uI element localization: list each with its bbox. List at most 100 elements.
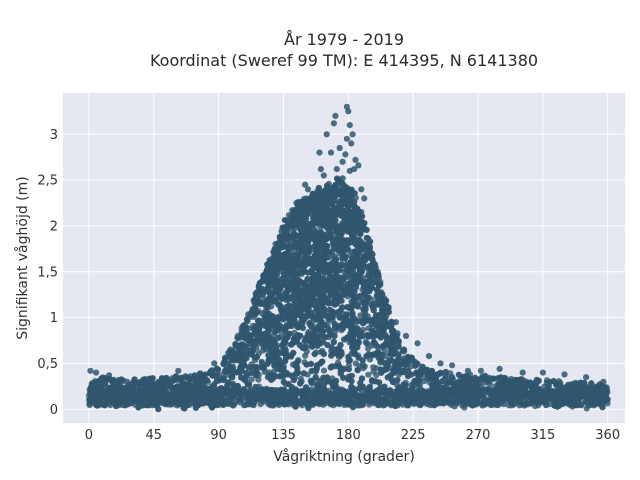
data-point [333, 229, 340, 236]
data-point [324, 374, 331, 381]
data-point [344, 304, 351, 311]
data-point [281, 327, 288, 334]
data-point [309, 261, 316, 268]
data-point [292, 232, 300, 239]
data-point [294, 287, 301, 294]
data-point [237, 367, 244, 374]
data-point [312, 374, 319, 381]
data-point [338, 351, 345, 358]
data-point [262, 321, 270, 328]
data-point [377, 366, 384, 373]
data-point [370, 364, 377, 371]
data-point [320, 350, 327, 358]
data-point [358, 375, 366, 382]
data-point [373, 286, 380, 293]
data-point [239, 326, 246, 334]
data-point [365, 272, 372, 279]
data-point [413, 369, 420, 376]
data-point [345, 246, 352, 253]
data-point [306, 222, 314, 229]
data-point [349, 292, 356, 299]
data-point [337, 212, 344, 219]
data-point [330, 266, 337, 273]
data-point [526, 379, 534, 386]
data-point [343, 267, 350, 274]
data-point [315, 266, 322, 273]
data-point [137, 379, 144, 386]
data-point [253, 354, 260, 361]
data-point [334, 309, 341, 316]
data-point [266, 313, 273, 320]
data-point [282, 289, 289, 296]
data-point [319, 221, 327, 228]
data-point [238, 374, 245, 381]
data-point [354, 294, 361, 301]
data-point [280, 378, 287, 386]
data-point [365, 351, 372, 358]
data-point [285, 302, 293, 309]
data-point [280, 226, 287, 234]
data-point [431, 379, 438, 386]
data-point [281, 280, 288, 287]
data-point [275, 290, 282, 297]
data-point [283, 261, 290, 268]
data-point [334, 291, 341, 298]
data-point [291, 317, 298, 324]
data-point [271, 250, 278, 257]
data-point [362, 306, 369, 313]
data-point [333, 346, 341, 353]
data-point [376, 331, 383, 339]
data-point [298, 200, 305, 207]
data-points [85, 103, 611, 413]
data-point [238, 355, 245, 362]
data-point [344, 322, 351, 329]
data-point [363, 340, 371, 347]
data-point [261, 330, 268, 337]
data-point [351, 198, 358, 205]
data-point [284, 323, 291, 330]
data-point [354, 272, 361, 279]
data-point [317, 313, 324, 320]
data-point [296, 278, 304, 285]
data-point [553, 380, 560, 387]
data-point [442, 373, 449, 380]
data-point [402, 382, 409, 389]
data-point [455, 378, 462, 385]
data-point [419, 363, 426, 370]
data-point [191, 372, 198, 379]
data-point [318, 324, 325, 331]
data-point [352, 360, 359, 367]
data-point [355, 247, 362, 254]
data-point [379, 290, 386, 298]
data-point [281, 370, 288, 377]
data-point [350, 218, 357, 225]
data-point [339, 180, 346, 187]
data-point [395, 365, 402, 372]
data-point [326, 306, 333, 313]
data-point [328, 344, 335, 351]
data-point [392, 348, 399, 355]
data-point [223, 366, 230, 373]
data-point [424, 371, 431, 378]
data-point [339, 261, 346, 269]
data-point [270, 322, 277, 329]
data-point [354, 340, 361, 347]
data-point [374, 343, 381, 350]
data-point [216, 377, 223, 384]
data-point [275, 356, 283, 363]
data-point [261, 314, 268, 321]
data-point [252, 297, 259, 304]
data-point [421, 378, 428, 385]
data-point [303, 312, 310, 320]
data-point [424, 366, 431, 373]
data-point [285, 381, 292, 388]
data-point [248, 376, 255, 383]
data-point [317, 229, 324, 236]
data-point [374, 322, 381, 329]
data-point [394, 377, 401, 384]
data-point [280, 316, 287, 323]
data-point [334, 175, 341, 182]
data-point [390, 368, 397, 375]
data-point [343, 311, 350, 318]
data-point [201, 377, 208, 384]
